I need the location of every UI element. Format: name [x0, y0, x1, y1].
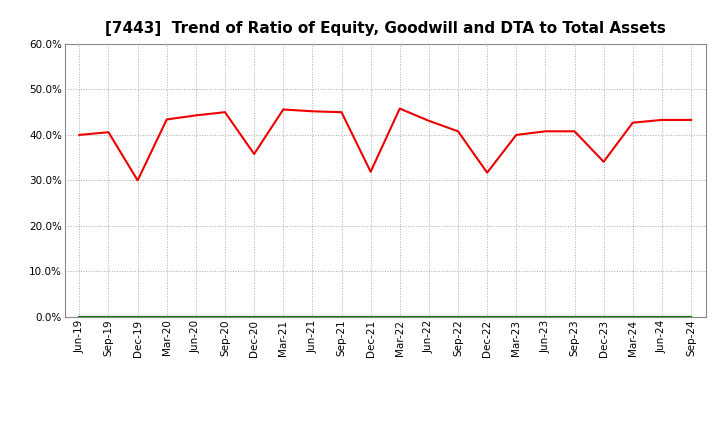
Deferred Tax Assets	[104, 314, 113, 319]
Goodwill	[133, 314, 142, 319]
Deferred Tax Assets	[454, 314, 462, 319]
Goodwill	[570, 314, 579, 319]
Equity	[163, 117, 171, 122]
Deferred Tax Assets	[279, 314, 287, 319]
Equity	[454, 128, 462, 134]
Deferred Tax Assets	[366, 314, 375, 319]
Goodwill	[337, 314, 346, 319]
Goodwill	[163, 314, 171, 319]
Equity	[133, 178, 142, 183]
Goodwill	[687, 314, 696, 319]
Deferred Tax Assets	[395, 314, 404, 319]
Equity	[395, 106, 404, 111]
Goodwill	[395, 314, 404, 319]
Equity	[308, 109, 317, 114]
Equity	[279, 107, 287, 112]
Equity	[250, 151, 258, 157]
Deferred Tax Assets	[220, 314, 229, 319]
Goodwill	[483, 314, 492, 319]
Equity	[512, 132, 521, 138]
Deferred Tax Assets	[570, 314, 579, 319]
Equity	[629, 120, 637, 125]
Goodwill	[657, 314, 666, 319]
Goodwill	[75, 314, 84, 319]
Equity	[220, 110, 229, 115]
Deferred Tax Assets	[599, 314, 608, 319]
Deferred Tax Assets	[337, 314, 346, 319]
Goodwill	[454, 314, 462, 319]
Deferred Tax Assets	[133, 314, 142, 319]
Goodwill	[599, 314, 608, 319]
Goodwill	[104, 314, 113, 319]
Title: [7443]  Trend of Ratio of Equity, Goodwill and DTA to Total Assets: [7443] Trend of Ratio of Equity, Goodwil…	[105, 21, 665, 36]
Goodwill	[192, 314, 200, 319]
Equity	[599, 159, 608, 165]
Deferred Tax Assets	[75, 314, 84, 319]
Goodwill	[220, 314, 229, 319]
Equity	[425, 118, 433, 124]
Goodwill	[541, 314, 550, 319]
Deferred Tax Assets	[541, 314, 550, 319]
Deferred Tax Assets	[512, 314, 521, 319]
Equity	[366, 169, 375, 174]
Goodwill	[250, 314, 258, 319]
Goodwill	[366, 314, 375, 319]
Deferred Tax Assets	[657, 314, 666, 319]
Goodwill	[512, 314, 521, 319]
Deferred Tax Assets	[687, 314, 696, 319]
Goodwill	[629, 314, 637, 319]
Deferred Tax Assets	[483, 314, 492, 319]
Equity	[483, 170, 492, 175]
Equity	[104, 129, 113, 135]
Equity	[687, 117, 696, 123]
Equity	[192, 113, 200, 118]
Deferred Tax Assets	[425, 314, 433, 319]
Deferred Tax Assets	[308, 314, 317, 319]
Deferred Tax Assets	[192, 314, 200, 319]
Equity	[337, 110, 346, 115]
Equity	[657, 117, 666, 123]
Equity	[541, 128, 550, 134]
Goodwill	[308, 314, 317, 319]
Deferred Tax Assets	[629, 314, 637, 319]
Deferred Tax Assets	[163, 314, 171, 319]
Goodwill	[425, 314, 433, 319]
Goodwill	[279, 314, 287, 319]
Deferred Tax Assets	[250, 314, 258, 319]
Equity	[75, 132, 84, 138]
Equity	[570, 128, 579, 134]
Line: Equity: Equity	[79, 109, 691, 180]
